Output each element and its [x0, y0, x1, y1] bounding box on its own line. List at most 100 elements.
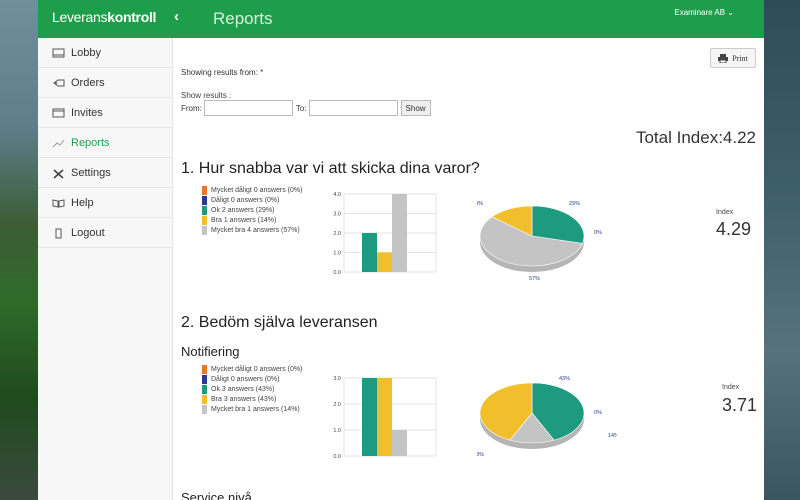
- y-tick-label: 0.0: [333, 454, 341, 460]
- invites-icon: [52, 108, 65, 118]
- page-title: Reports: [213, 9, 273, 28]
- collapse-sidebar-icon[interactable]: ‹: [174, 8, 179, 25]
- bar: [362, 233, 377, 272]
- legend-item: Mycket dåligt 0 answers (0%): [202, 185, 302, 195]
- question-1-bar-chart: 4.0 3.0 2.0 1.0 0.0: [333, 192, 437, 276]
- question-1-pie-chart: 29% 0% 57% 14%: [477, 201, 602, 282]
- sidebar-item-logout[interactable]: Logout: [38, 218, 172, 248]
- legend-swatch: [202, 185, 207, 195]
- sidebar-item-settings[interactable]: Settings: [38, 158, 172, 188]
- from-label: From:: [181, 103, 202, 113]
- from-date-input[interactable]: [203, 100, 293, 116]
- question-1-legend: Mycket dåligt 0 answers (0%) Dåligt 0 ans…: [202, 185, 302, 235]
- legend-swatch: [202, 215, 207, 225]
- legend-swatch: [202, 374, 207, 384]
- background-right: [764, 0, 800, 500]
- y-tick-label: 2.0: [333, 231, 341, 237]
- reports-icon: [52, 138, 65, 148]
- legend-label: Mycket dåligt 0 answers (0%): [211, 186, 303, 194]
- to-date-input[interactable]: [308, 100, 398, 116]
- legend-label: Dåligt 0 answers (0%): [211, 375, 280, 383]
- legend-label: Ok 2 answers (29%): [211, 206, 275, 214]
- question-1-index-value: 4.29: [716, 219, 752, 239]
- pie-slice: [531, 205, 585, 244]
- y-tick-label: 1.0: [333, 428, 341, 434]
- bar: [392, 430, 407, 456]
- pie-label: 14%: [477, 201, 483, 207]
- lobby-icon: [52, 48, 65, 58]
- legend-label: Dåligt 0 answers (0%): [211, 196, 280, 204]
- pie-label: 14%: [608, 433, 617, 439]
- legend-item: Dåligt 0 answers (0%): [202, 374, 302, 384]
- sidebar-item-reports[interactable]: Reports: [38, 128, 172, 158]
- pie-label: 29%: [569, 201, 580, 207]
- pie-label: 43%: [559, 376, 570, 382]
- app-window: Leveranskontroll ‹ Reports Examinare AB …: [38, 0, 764, 500]
- legend-swatch: [202, 225, 207, 235]
- date-filter-row: From: To: Show: [181, 100, 431, 116]
- brand-logo[interactable]: Leveranskontroll: [52, 9, 156, 25]
- y-tick-label: 3.0: [333, 376, 341, 382]
- print-button[interactable]: Print: [710, 48, 756, 68]
- sidebar: Lobby Orders Invites Reports Settings He…: [38, 38, 173, 500]
- sidebar-item-label: Settings: [71, 166, 111, 179]
- legend-item: Bra 1 answers (14%): [202, 215, 302, 225]
- legend-swatch: [202, 364, 207, 374]
- bar: [377, 378, 392, 456]
- show-button[interactable]: Show: [400, 100, 431, 116]
- top-bar: Leveranskontroll ‹ Reports Examinare AB …: [38, 0, 764, 38]
- bar: [377, 252, 392, 272]
- showing-results-text: Showing results from: *: [181, 68, 264, 77]
- question-2-legend: Mycket dåligt 0 answers (0%) Dåligt 0 ans…: [202, 364, 302, 414]
- question-1-title: 1. Hur snabba var vi att skicka dina var…: [181, 160, 480, 177]
- bar: [362, 378, 377, 456]
- total-index: Total Index:4.22: [635, 128, 756, 147]
- legend-swatch: [202, 394, 207, 404]
- legend-label: Ok 3 answers (43%): [211, 385, 275, 393]
- question-2-index-label: Index: [722, 384, 740, 391]
- y-tick-label: 3.0: [333, 212, 341, 218]
- pie-slice: [531, 382, 585, 441]
- printer-icon: [718, 53, 729, 63]
- y-tick-label: 2.0: [333, 402, 341, 408]
- legend-item: Ok 2 answers (29%): [202, 205, 302, 215]
- legend-item: Mycket dåligt 0 answers (0%): [202, 364, 302, 374]
- logout-icon: [52, 228, 65, 238]
- legend-label: Mycket dåligt 0 answers (0%): [211, 365, 303, 373]
- y-tick-label: 0.0: [333, 270, 341, 276]
- pie-label: 43%: [477, 452, 484, 458]
- next-section-title: Service nivå: [181, 490, 252, 500]
- background-left: [0, 0, 38, 500]
- pie-slice: [479, 382, 533, 441]
- pie-slice: [479, 216, 583, 267]
- user-menu-label: Examinare AB: [674, 8, 726, 17]
- legend-item: Dåligt 0 answers (0%): [202, 195, 302, 205]
- y-tick-label: 4.0: [333, 192, 341, 198]
- legend-label: Bra 3 answers (43%): [211, 395, 277, 403]
- sidebar-item-label: Help: [71, 196, 94, 209]
- sidebar-item-label: Reports: [71, 136, 110, 149]
- sidebar-item-label: Orders: [71, 76, 105, 89]
- print-label: Print: [732, 53, 748, 63]
- sidebar-item-invites[interactable]: Invites: [38, 98, 172, 128]
- pie-slice: [491, 205, 533, 237]
- y-tick-label: 1.0: [333, 251, 341, 257]
- legend-item: Ok 3 answers (43%): [202, 384, 302, 394]
- question-2-title: 2. Bedöm själva leveransen: [181, 314, 378, 331]
- legend-item: Mycket bra 1 answers (14%): [202, 404, 302, 414]
- legend-swatch: [202, 205, 207, 215]
- to-label: To:: [295, 103, 307, 113]
- help-icon: [52, 198, 65, 208]
- pie-label: 57%: [529, 276, 540, 282]
- pie-label: 0%: [594, 410, 602, 416]
- legend-label: Mycket bra 4 answers (57%): [211, 226, 300, 234]
- user-menu[interactable]: Examinare AB ⌄: [674, 8, 734, 17]
- chevron-down-icon: ⌄: [727, 8, 734, 17]
- sidebar-item-orders[interactable]: Orders: [38, 68, 172, 98]
- sidebar-item-label: Lobby: [71, 46, 101, 59]
- sidebar-item-lobby[interactable]: Lobby: [38, 38, 172, 68]
- sidebar-item-help[interactable]: Help: [38, 188, 172, 218]
- brand-part1: Leverans: [52, 9, 108, 25]
- pie-label: 0%: [594, 230, 602, 236]
- sidebar-item-label: Invites: [71, 106, 103, 119]
